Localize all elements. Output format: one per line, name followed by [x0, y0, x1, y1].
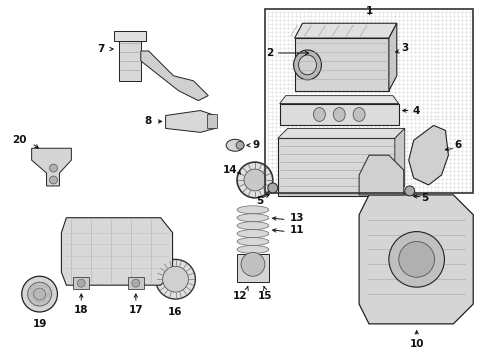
Ellipse shape	[237, 230, 268, 238]
Polygon shape	[165, 111, 215, 132]
Polygon shape	[32, 148, 71, 186]
Circle shape	[28, 282, 51, 306]
Text: 20: 20	[13, 135, 27, 145]
Polygon shape	[279, 96, 398, 104]
Polygon shape	[394, 129, 404, 196]
Text: 8: 8	[144, 116, 151, 126]
Text: 18: 18	[74, 305, 88, 315]
Circle shape	[244, 169, 265, 191]
Ellipse shape	[225, 139, 244, 151]
Circle shape	[34, 288, 45, 300]
Text: 5: 5	[256, 196, 263, 206]
Circle shape	[241, 252, 264, 276]
Polygon shape	[294, 38, 388, 91]
Ellipse shape	[298, 55, 316, 75]
Text: 2: 2	[265, 48, 273, 58]
Ellipse shape	[237, 246, 268, 253]
Text: 1: 1	[365, 6, 372, 16]
Ellipse shape	[237, 214, 268, 222]
Polygon shape	[141, 51, 208, 100]
Circle shape	[49, 164, 57, 172]
Circle shape	[404, 186, 414, 196]
Circle shape	[237, 162, 272, 198]
Bar	[114, 31, 145, 41]
Circle shape	[21, 276, 57, 312]
Polygon shape	[277, 129, 404, 138]
Circle shape	[398, 242, 434, 277]
Circle shape	[236, 141, 244, 149]
Ellipse shape	[313, 108, 325, 121]
Circle shape	[388, 231, 444, 287]
Text: 19: 19	[32, 319, 47, 329]
Circle shape	[49, 176, 57, 184]
Text: 13: 13	[289, 213, 304, 223]
Polygon shape	[279, 104, 398, 125]
Bar	[264, 9, 472, 193]
Text: 7: 7	[97, 44, 104, 54]
Bar	[119, 31, 141, 81]
Text: 15: 15	[257, 291, 271, 301]
Bar	[237, 255, 268, 282]
Polygon shape	[294, 23, 396, 38]
Bar	[128, 277, 143, 289]
Polygon shape	[388, 23, 396, 91]
Circle shape	[132, 279, 140, 287]
Ellipse shape	[237, 206, 268, 214]
Text: 3: 3	[401, 43, 408, 53]
Circle shape	[77, 279, 85, 287]
Circle shape	[155, 260, 195, 299]
Polygon shape	[408, 125, 447, 185]
Ellipse shape	[333, 108, 345, 121]
Polygon shape	[358, 195, 472, 324]
Text: 11: 11	[289, 225, 304, 235]
Text: 6: 6	[454, 140, 461, 150]
Ellipse shape	[352, 108, 365, 121]
Circle shape	[267, 183, 277, 193]
Circle shape	[163, 266, 188, 292]
Polygon shape	[358, 155, 403, 195]
Bar	[277, 138, 394, 196]
Ellipse shape	[237, 222, 268, 230]
Ellipse shape	[237, 238, 268, 246]
Text: 17: 17	[128, 305, 143, 315]
Bar	[73, 277, 89, 289]
Bar	[207, 113, 217, 129]
Text: 14: 14	[223, 165, 237, 175]
Text: 9: 9	[252, 140, 260, 150]
Text: 4: 4	[412, 105, 420, 116]
Text: 16: 16	[168, 307, 183, 317]
Polygon shape	[61, 218, 172, 285]
Text: 12: 12	[232, 291, 247, 301]
Text: 5: 5	[420, 193, 427, 203]
Ellipse shape	[293, 50, 321, 80]
Text: 10: 10	[408, 339, 423, 349]
